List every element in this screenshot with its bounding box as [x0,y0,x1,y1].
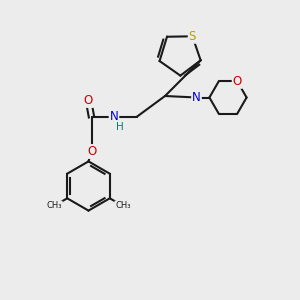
Text: S: S [189,30,196,43]
Text: O: O [87,145,96,158]
Text: O: O [84,94,93,107]
Text: N: N [110,110,118,124]
Text: CH₃: CH₃ [115,201,130,210]
Text: O: O [233,75,242,88]
Text: N: N [192,91,201,104]
Text: CH₃: CH₃ [46,201,62,210]
Text: H: H [116,122,123,132]
